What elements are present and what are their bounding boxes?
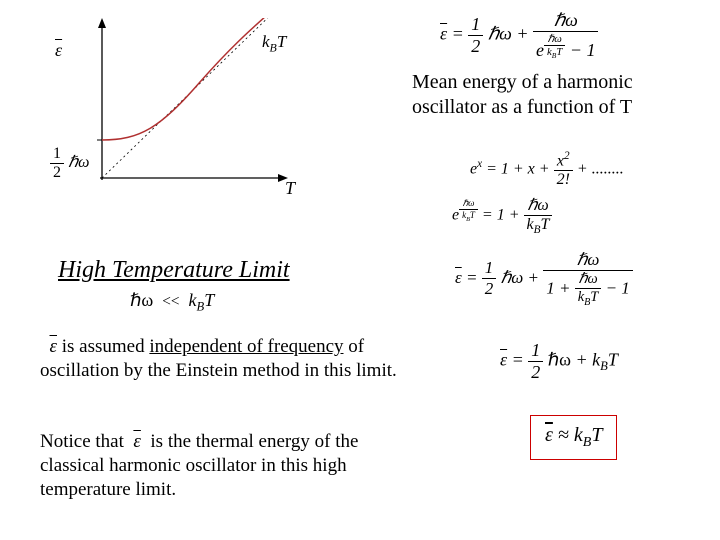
y-intercept-label: 1 2 ℏω (50, 145, 89, 182)
paragraph-1: ε is assumed independent of frequency of… (40, 335, 420, 383)
caption-text: Mean energy of a harmonic oscillator as … (412, 70, 633, 120)
paragraph-2: Notice that ε is the thermal energy of t… (40, 430, 410, 501)
asymptote-line (102, 18, 280, 178)
taylor-expansion: ex = 1 + x + x22! + ........ (470, 150, 624, 189)
high-T-condition: ℏω << kBT (130, 290, 214, 315)
main-equation: ε = 12 ℏω + ℏω eℏωkBT − 1 (440, 10, 598, 61)
exp-approx-equation: eℏωkBT = 1 + ℏωkBT (452, 195, 552, 236)
eps-substitution-equation: ε = 12 ℏω + ℏω 1 + ℏωkBT − 1 (455, 250, 633, 308)
boxed-result: ε ≈ kBT (530, 415, 617, 460)
x-axis-label: T (285, 178, 295, 199)
energy-vs-T-graph (90, 18, 290, 203)
section-heading: High Temperature Limit (58, 257, 290, 284)
energy-curve (102, 18, 275, 140)
eps-simplified-equation: ε = 12 ℏω + kBT (500, 340, 618, 383)
y-axis-label: ε (55, 40, 62, 61)
kbT-asymptote-label: kBT (262, 32, 286, 55)
graph-svg (90, 18, 290, 198)
